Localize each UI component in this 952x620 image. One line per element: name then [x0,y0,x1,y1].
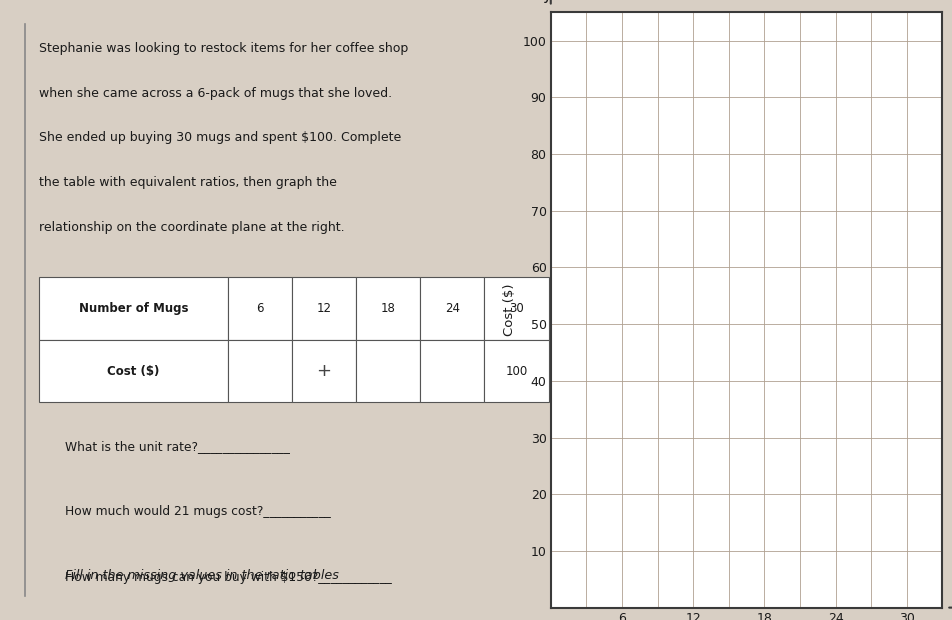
Text: Number of Mugs: Number of Mugs [79,302,188,315]
Bar [356,340,420,402]
Bar [420,340,485,402]
Text: Fill in the missing values in the ratio tables: Fill in the missing values in the ratio … [65,569,339,582]
Text: 100: 100 [506,365,527,378]
Text: How much would 21 mugs cost?___________: How much would 21 mugs cost?___________ [65,505,330,518]
Text: 12: 12 [317,302,331,315]
Bar [485,277,548,340]
Bar [292,340,356,402]
Bar [228,340,292,402]
Text: when she came across a 6-pack of mugs that she loved.: when she came across a 6-pack of mugs th… [39,87,392,100]
Bar [228,277,292,340]
Bar [485,340,548,402]
Y-axis label: Cost ($): Cost ($) [503,284,516,336]
Text: relationship on the coordinate plane at the right.: relationship on the coordinate plane at … [39,221,345,234]
Bar [39,277,228,340]
Text: 6: 6 [256,302,264,315]
Bar [39,340,228,402]
Bar [420,277,485,340]
Text: Stephanie was looking to restock items for her coffee shop: Stephanie was looking to restock items f… [39,42,408,55]
Text: What is the unit rate?_______________: What is the unit rate?_______________ [65,440,289,453]
Text: the table with equivalent ratios, then graph the: the table with equivalent ratios, then g… [39,176,337,189]
Bar [356,277,420,340]
Text: How many mugs can you buy with $150?____________: How many mugs can you buy with $150?____… [65,570,391,583]
Text: 18: 18 [381,302,396,315]
Text: Cost ($): Cost ($) [108,365,160,378]
Text: y: y [542,0,551,3]
Text: +: + [317,362,331,380]
Text: 24: 24 [445,302,460,315]
Text: 30: 30 [509,302,524,315]
Text: She ended up buying 30 mugs and spent $100. Complete: She ended up buying 30 mugs and spent $1… [39,131,402,144]
Bar [292,277,356,340]
